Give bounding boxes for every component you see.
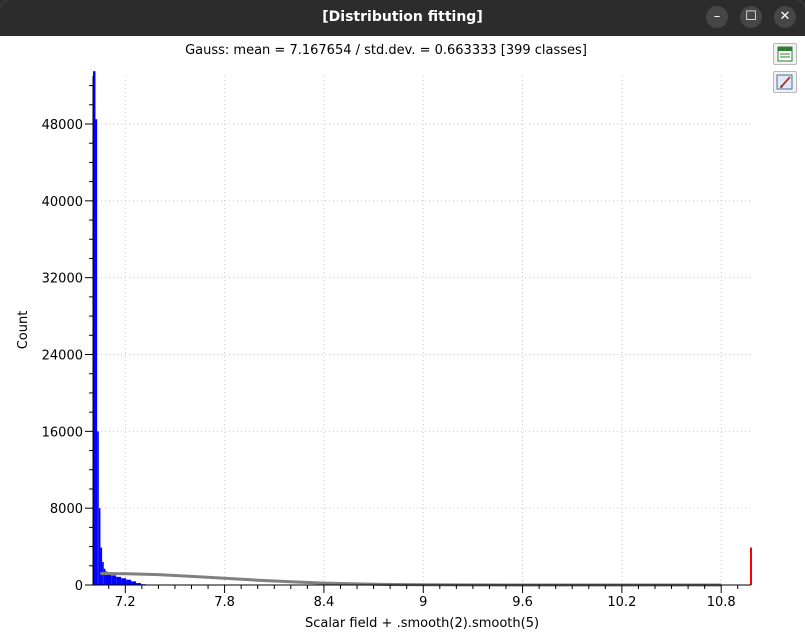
histogram-bar [103, 568, 106, 585]
histogram-bar [121, 578, 127, 585]
histogram-bar [116, 576, 122, 585]
grid-lines [93, 76, 751, 585]
x-tick-label: 7.2 [115, 595, 136, 610]
y-tick-label: 16000 [42, 425, 83, 440]
histogram-bar [105, 571, 108, 585]
window-title: [Distribution fitting] [322, 9, 483, 25]
x-axis-label: Scalar field + .smooth(2).smooth(5) [305, 616, 539, 631]
x-tick-label: 9 [419, 595, 427, 610]
gauss-curve-layer [100, 547, 752, 587]
histogram-bar [98, 508, 101, 585]
histogram-bar [107, 573, 112, 585]
axes [85, 76, 751, 593]
histogram-bar [136, 583, 142, 585]
edit-plot-button[interactable] [773, 71, 797, 93]
chart-title: Gauss: mean = 7.167654 / std.dev. = 0.66… [185, 43, 587, 58]
y-tick-label: 24000 [42, 349, 83, 364]
y-tick-labels: 0 8000 16000 24000 32000 40000 48000 [42, 118, 83, 594]
x-tick-label: 9.6 [512, 595, 533, 610]
title-bar[interactable]: [Distribution fitting] – ☐ ✕ [0, 0, 805, 36]
y-axis-label: Count [16, 311, 31, 350]
maximize-button[interactable]: ☐ [740, 6, 762, 28]
histogram-bar [131, 581, 137, 585]
x-tick-label: 10.8 [707, 595, 736, 610]
histogram-bars [93, 71, 146, 585]
close-button[interactable]: ✕ [774, 6, 796, 28]
x-tick-labels: 7.2 7.8 8.4 9 9.6 10.2 10.8 [115, 595, 736, 610]
plot-panel: Gauss: mean = 7.167654 / std.dev. = 0.66… [0, 36, 805, 638]
x-tick-label: 7.8 [214, 595, 235, 610]
minimize-button[interactable]: – [706, 6, 728, 28]
histogram-bar [126, 579, 132, 585]
edit-plot-icon [776, 74, 793, 90]
x-tick-label: 10.2 [607, 595, 636, 610]
y-tick-label: 8000 [50, 502, 83, 517]
y-tick-label: 32000 [42, 272, 83, 287]
histogram-bar [111, 575, 117, 585]
histogram-bar [93, 71, 96, 585]
histogram-bar [97, 431, 99, 585]
y-tick-label: 48000 [42, 118, 83, 133]
histogram-chart: Gauss: mean = 7.167654 / std.dev. = 0.66… [16, 43, 752, 631]
export-button[interactable] [773, 43, 797, 65]
histogram-bar [95, 119, 98, 585]
y-tick-label: 0 [75, 579, 83, 594]
export-csv-icon [777, 46, 793, 62]
gauss-fit-curve [100, 572, 722, 587]
histogram-bar [100, 547, 103, 585]
x-tick-label: 8.4 [314, 595, 335, 610]
y-tick-label: 40000 [42, 195, 83, 210]
